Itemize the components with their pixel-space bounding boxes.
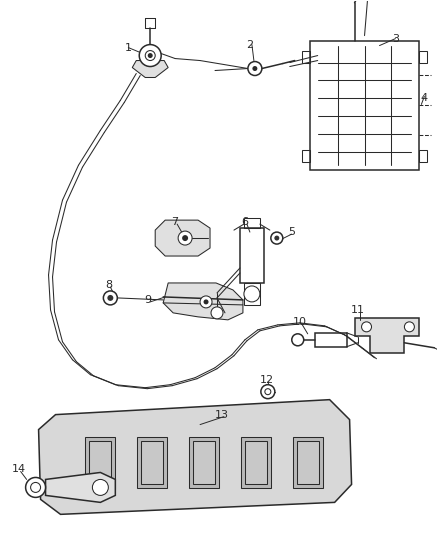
Text: 3: 3: [392, 34, 399, 44]
Circle shape: [271, 232, 283, 244]
Polygon shape: [355, 318, 419, 353]
Polygon shape: [132, 61, 168, 77]
Circle shape: [31, 482, 41, 492]
Bar: [137, 437, 167, 488]
Bar: [85, 437, 115, 488]
Text: 13: 13: [215, 410, 229, 419]
Text: 1: 1: [125, 43, 132, 53]
Text: 9: 9: [145, 295, 152, 305]
Circle shape: [261, 385, 275, 399]
Circle shape: [200, 296, 212, 308]
Circle shape: [252, 66, 258, 71]
Circle shape: [148, 53, 153, 58]
Circle shape: [145, 51, 155, 61]
Circle shape: [92, 480, 108, 495]
Text: 14: 14: [11, 464, 26, 474]
Bar: [240, 228, 264, 283]
Bar: [244, 218, 260, 228]
Circle shape: [211, 307, 223, 319]
Text: 7: 7: [172, 217, 179, 227]
Circle shape: [265, 389, 271, 394]
Circle shape: [25, 478, 46, 497]
Polygon shape: [46, 472, 115, 503]
Text: 11: 11: [350, 305, 364, 315]
Circle shape: [182, 235, 188, 241]
Text: 6: 6: [241, 217, 248, 227]
Text: 8: 8: [105, 280, 112, 290]
Text: 2: 2: [246, 39, 254, 50]
Bar: [141, 441, 163, 484]
Bar: [245, 441, 267, 484]
Circle shape: [178, 231, 192, 245]
Polygon shape: [39, 400, 352, 514]
Bar: [419, 150, 427, 162]
Circle shape: [292, 334, 304, 346]
Bar: [419, 51, 427, 62]
Circle shape: [244, 286, 260, 302]
Bar: [302, 51, 310, 62]
Bar: [302, 150, 310, 162]
Text: 5: 5: [288, 227, 295, 237]
Bar: [189, 437, 219, 488]
Text: 10: 10: [293, 317, 307, 327]
Bar: [244, 283, 260, 305]
Bar: [293, 437, 323, 488]
Circle shape: [204, 300, 208, 304]
Text: 4: 4: [421, 93, 428, 103]
Bar: [310, 41, 419, 170]
Bar: [193, 441, 215, 484]
Polygon shape: [155, 220, 210, 256]
Bar: [297, 441, 319, 484]
Circle shape: [361, 322, 371, 332]
Circle shape: [103, 291, 117, 305]
Circle shape: [107, 295, 113, 301]
Circle shape: [274, 236, 279, 240]
Circle shape: [248, 61, 262, 76]
Bar: [314, 333, 346, 347]
Circle shape: [139, 45, 161, 67]
Bar: [89, 441, 111, 484]
Bar: [241, 437, 271, 488]
Circle shape: [404, 322, 414, 332]
Polygon shape: [163, 283, 243, 320]
Text: 12: 12: [260, 375, 274, 385]
